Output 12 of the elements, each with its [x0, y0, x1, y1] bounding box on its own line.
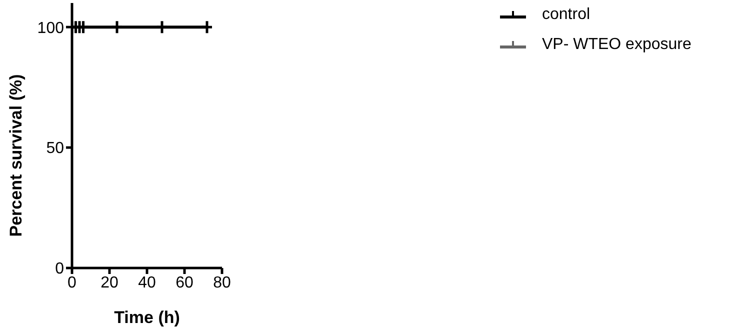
legend-label: control: [542, 6, 590, 24]
y-tick-label: 50: [46, 140, 64, 158]
y-tick-label: 0: [55, 260, 64, 278]
x-tick-label: 0: [68, 274, 77, 292]
y-tick-label: 100: [37, 20, 64, 37]
y-axis-title: Percent survival (%): [6, 74, 26, 237]
x-tick-label: 60: [176, 274, 194, 292]
legend-label: VP- WTEO exposure: [542, 36, 692, 54]
x-tick-label: 40: [138, 274, 156, 292]
x-tick-label: 20: [100, 274, 118, 292]
x-tick-label: 80: [213, 274, 231, 292]
x-axis-title: Time (h): [114, 308, 180, 327]
